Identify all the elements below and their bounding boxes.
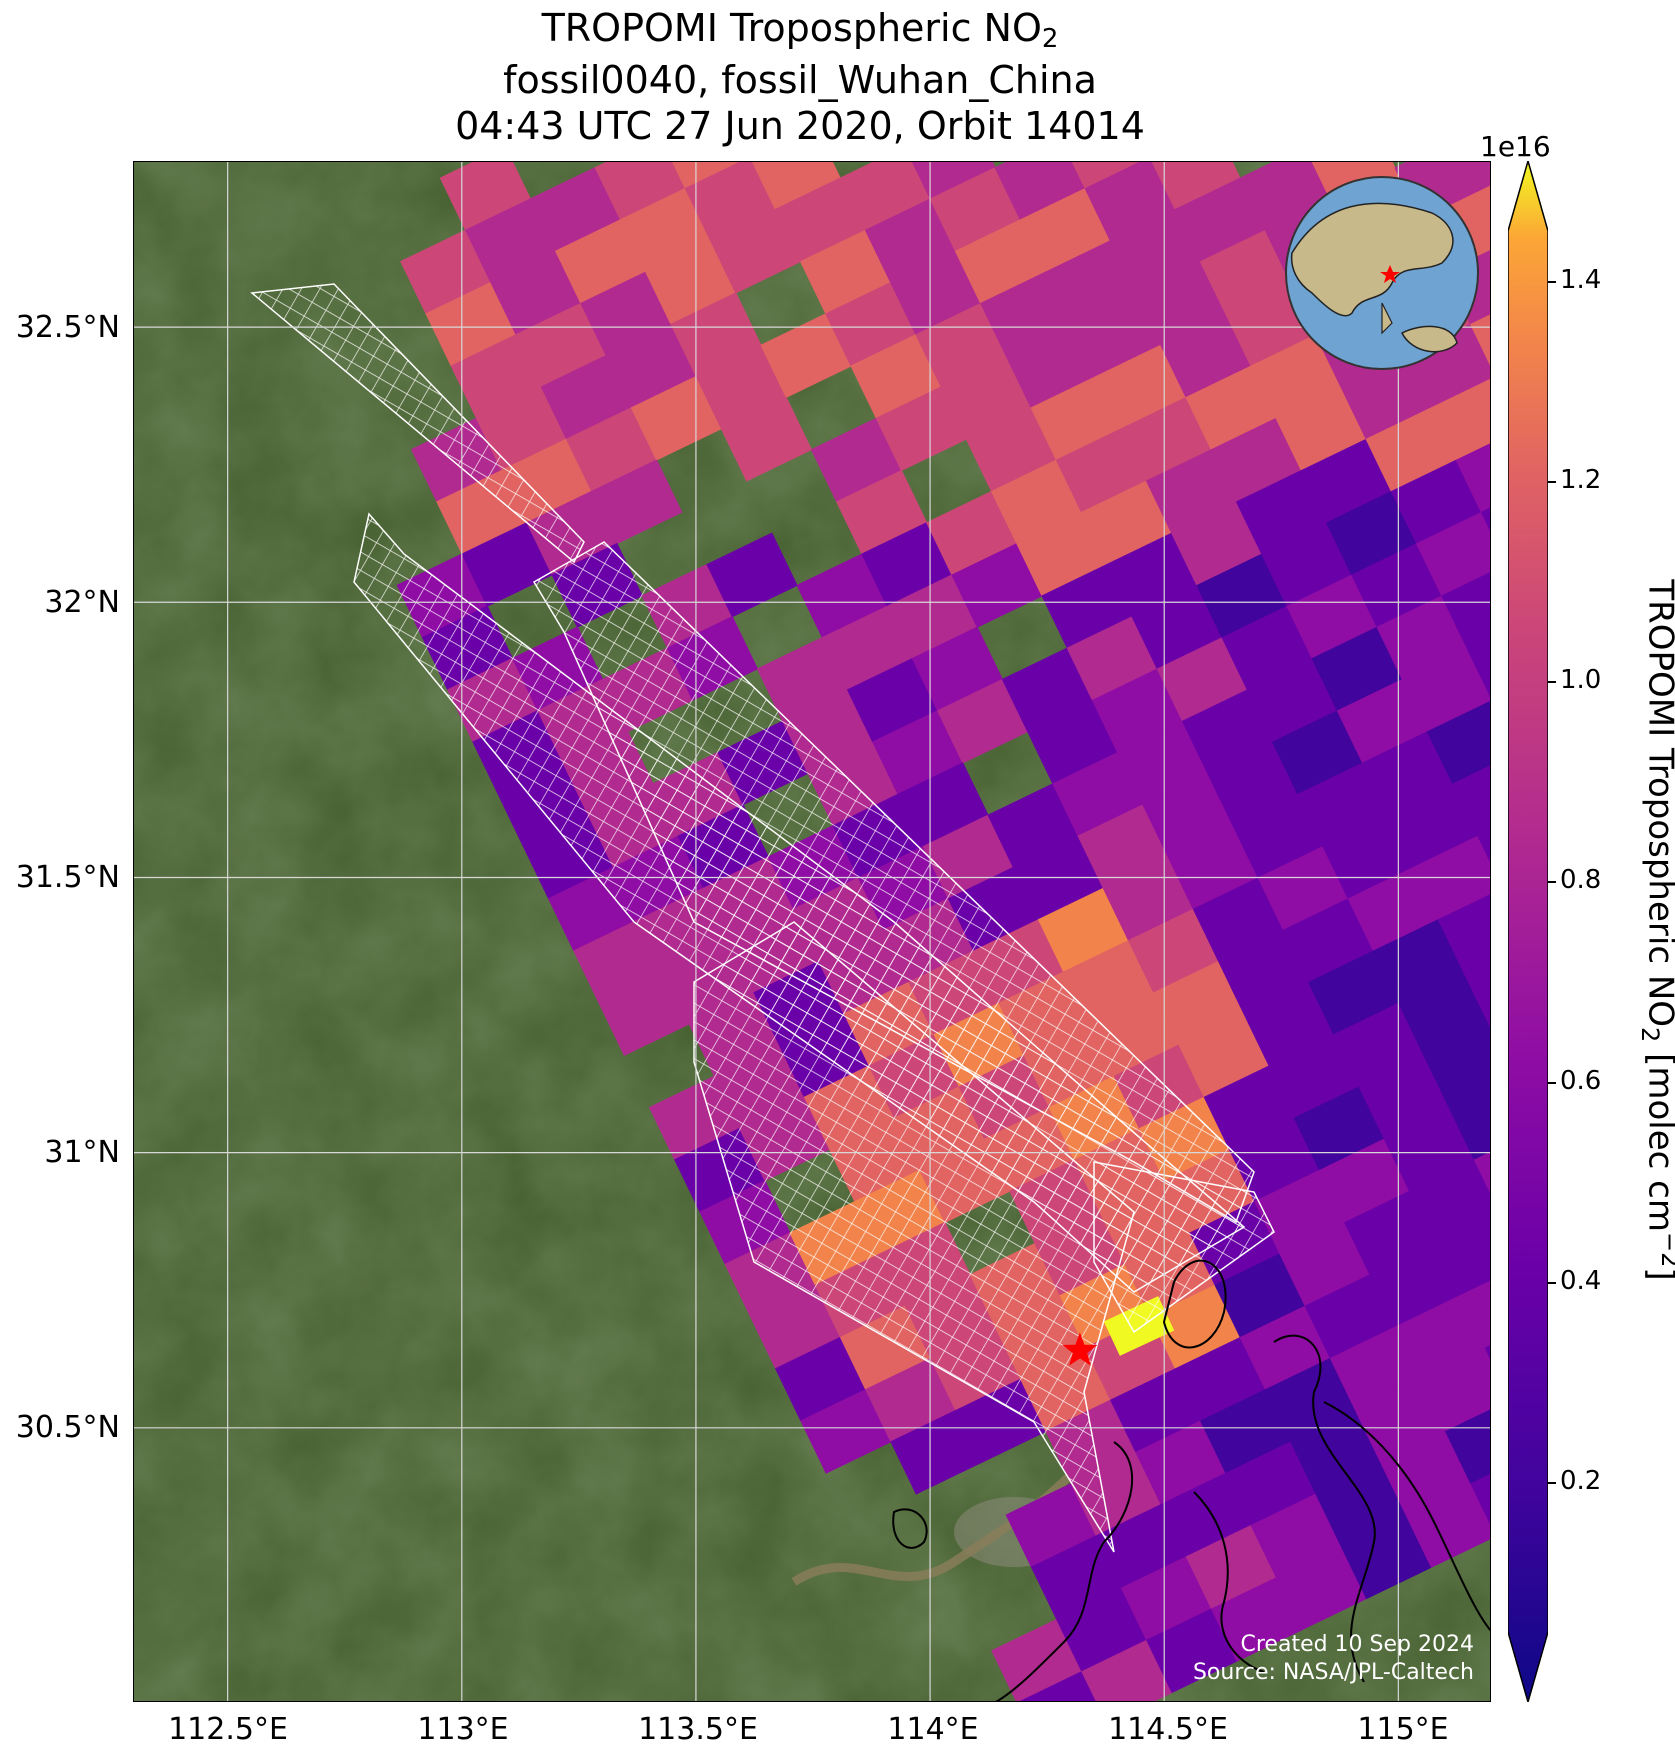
lon-tick-113: 113°E: [417, 1712, 509, 1747]
colorbar-tick-label: 1.2: [1560, 465, 1602, 496]
credits: Created 10 Sep 2024 Source: NASA/JPL-Cal…: [1193, 1631, 1474, 1687]
colorbar-tick-mark: [1548, 1281, 1556, 1284]
no2-pixel: [461, 521, 553, 607]
chart-title-line3: 04:43 UTC 27 Jun 2020, Orbit 14014: [455, 104, 1145, 148]
target-grid-layer: [250, 283, 1275, 1553]
no2-pixel: [1430, 375, 1490, 461]
colorbar-label: TROPOMI Tropospheric NO2 [molec cm−2]: [1635, 579, 1675, 1280]
colorbar-tick-label: 1.4: [1560, 265, 1602, 296]
lat-tick-31: 31°N: [44, 1135, 120, 1170]
colorbar: [1508, 161, 1548, 1702]
no2-pixel: [875, 386, 968, 472]
colorbar-tick-mark: [1548, 1481, 1556, 1484]
no2-pixel: [706, 532, 798, 618]
credits-created: Created 10 Sep 2024: [1240, 1632, 1475, 1657]
map-canvas: [134, 162, 1490, 1701]
chart-title-line1: TROPOMI Tropospheric NO2: [541, 6, 1059, 54]
colorbar-tick-mark: [1548, 1081, 1556, 1084]
no2-pixel: [936, 678, 1029, 764]
no2-pixel: [1081, 1639, 1173, 1701]
no2-pixel: [630, 375, 723, 461]
colorbar-tick-mark: [1548, 281, 1556, 284]
no2-pixel: [1210, 1576, 1303, 1662]
lon-tick-115: 115°E: [1357, 1712, 1449, 1747]
lon-tick-112.5: 112.5°E: [168, 1712, 288, 1747]
colorbar-exponent: 1e16: [1480, 130, 1551, 163]
chart-title-line2: fossil0040, fossil_Wuhan_China: [503, 58, 1097, 102]
lon-tick-114: 114°E: [887, 1712, 979, 1747]
no2-pixel: [951, 542, 1043, 628]
no2-pixel: [1405, 1483, 1490, 1568]
no2-pixel: [1146, 1608, 1238, 1694]
no2-pixel: [890, 1409, 982, 1495]
no2-pixel: [1466, 616, 1490, 702]
colorbar-tick-mark: [1548, 881, 1556, 884]
colorbar-tick-label: 0.4: [1560, 1265, 1602, 1296]
no2-pixel: [1441, 563, 1490, 649]
target-grid-swath-5: [1093, 1161, 1275, 1334]
colorbar-tick-label: 0.8: [1560, 865, 1602, 896]
lon-tick-114.5: 114.5°E: [1108, 1712, 1228, 1747]
target-grid-swath-1: [250, 283, 585, 564]
colorbar-tick-label: 0.6: [1560, 1065, 1602, 1096]
no2-pixel: [1426, 699, 1490, 785]
colorbar-tick-label: 0.2: [1560, 1465, 1602, 1496]
no2-pixel: [598, 971, 690, 1056]
credits-source: Source: NASA/JPL-Caltech: [1192, 1660, 1474, 1685]
target-grid-swath-4: [693, 921, 1135, 1553]
no2-pixel: [1462, 939, 1490, 1025]
globe-inset: [1285, 176, 1479, 370]
globe-land: [1290, 202, 1454, 317]
no2-pixel: [1434, 1211, 1490, 1297]
colorbar-tick-mark: [1548, 481, 1556, 484]
lon-tick-113.5: 113.5°E: [638, 1712, 758, 1747]
no2-pixel: [1016, 1670, 1108, 1701]
lat-tick-32: 32°N: [44, 585, 120, 620]
lat-tick-31.5: 31.5°N: [15, 860, 120, 895]
no2-pixel: [591, 459, 683, 545]
map-panel: Created 10 Sep 2024 Source: NASA/JPL-Cal…: [133, 161, 1491, 1702]
lat-tick-32.5: 32.5°N: [15, 310, 120, 345]
colorbar-tick-mark: [1548, 681, 1556, 684]
no2-pixel: [1275, 1545, 1368, 1631]
no2-pixel: [1423, 1023, 1490, 1109]
no2-pixel: [800, 1388, 892, 1474]
globe-site-star: [1380, 265, 1400, 283]
lat-tick-30.5: 30.5°N: [15, 1410, 120, 1445]
colorbar-tick-label: 1.0: [1560, 665, 1602, 696]
no2-pixel: [760, 313, 852, 399]
lake-outlines: [892, 1259, 1490, 1701]
site-marker-star: [1062, 1332, 1098, 1366]
colorbar-body: [1508, 161, 1548, 1702]
graticule: [134, 162, 1490, 1701]
no2-pixel: [1445, 1399, 1490, 1485]
no2-pixel: [720, 396, 813, 482]
no2-pixel: [709, 208, 802, 294]
no2-pixel: [1452, 751, 1490, 837]
no2-pixel: [1459, 162, 1490, 190]
no2-pixel: [1437, 887, 1490, 973]
no2-pixel: [1448, 1075, 1490, 1161]
no2-pixel: [1455, 428, 1490, 514]
no2-pixel: [1459, 1263, 1490, 1349]
